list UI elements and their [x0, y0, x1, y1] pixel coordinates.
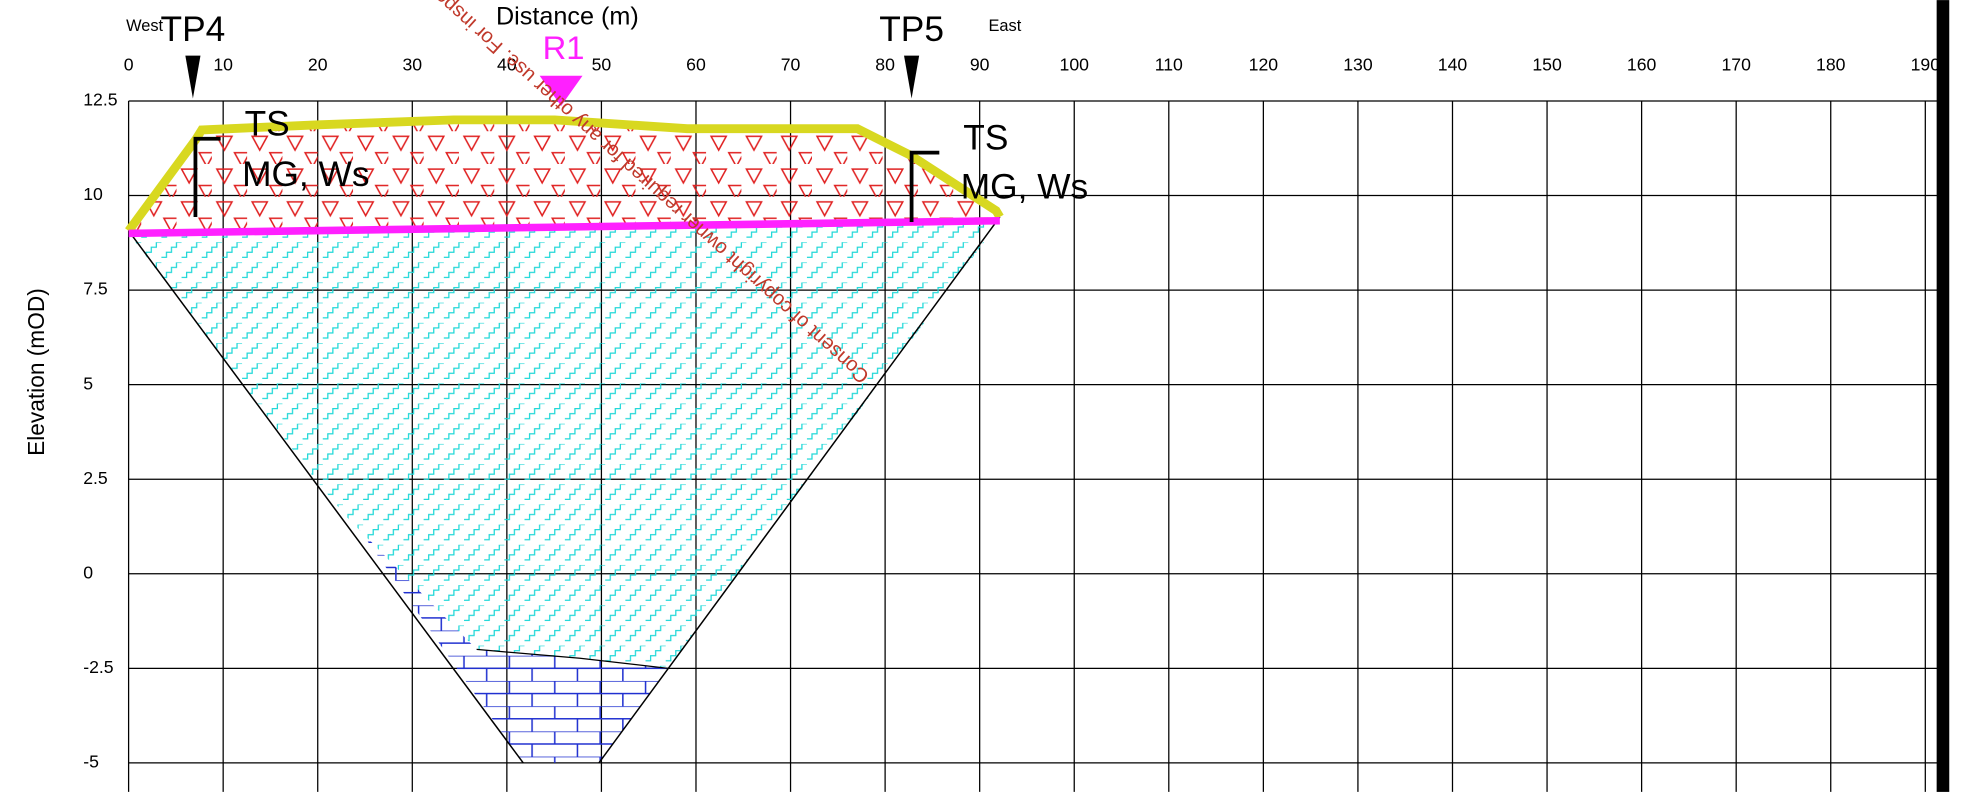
layer-label: TS — [245, 105, 290, 144]
cross-section: 0102030405060708090100110120130140150160… — [0, 0, 1977, 792]
frame-edge — [1937, 0, 1950, 792]
y-tick-label: -5 — [83, 752, 99, 772]
y-tick-label: 10 — [83, 184, 103, 204]
borehole-label: TP5 — [879, 10, 944, 49]
x-tick-label: 60 — [686, 54, 706, 74]
y-tick-label: 7.5 — [83, 279, 108, 299]
x-tick-label: 20 — [308, 54, 328, 74]
borehole-marker — [185, 56, 200, 99]
x-tick-label: 70 — [781, 54, 801, 74]
y-tick-label: 12.5 — [83, 90, 118, 110]
direction-label: West — [126, 17, 163, 35]
y-axis-title: Elevation (mOD) — [23, 288, 49, 456]
y-tick-label: 0 — [83, 562, 93, 582]
x-tick-label: 170 — [1721, 54, 1751, 74]
layer-label: MG, Ws — [242, 155, 369, 194]
x-tick-label: 190 — [1911, 54, 1941, 74]
direction-label: East — [989, 17, 1022, 35]
y-tick-label: 5 — [83, 373, 93, 393]
x-tick-label: 0 — [124, 54, 134, 74]
x-tick-label: 90 — [970, 54, 990, 74]
clay-layer — [129, 221, 1000, 669]
x-tick-label: 110 — [1155, 54, 1183, 74]
y-tick-label: 2.5 — [83, 468, 108, 488]
x-tick-label: 10 — [213, 54, 233, 74]
x-tick-label: 30 — [402, 54, 422, 74]
y-tick-label: -2.5 — [83, 657, 114, 677]
x-tick-label: 50 — [592, 54, 612, 74]
borehole-marker — [904, 56, 919, 99]
x-tick-label: 180 — [1816, 54, 1846, 74]
borehole-label: TP4 — [161, 10, 226, 49]
x-tick-label: 160 — [1627, 54, 1657, 74]
x-tick-label: 80 — [875, 54, 895, 74]
layer-label: TS — [963, 118, 1008, 157]
x-tick-label: 100 — [1060, 54, 1090, 74]
layer-label: MG, Ws — [961, 168, 1088, 207]
x-tick-label: 140 — [1438, 54, 1468, 74]
x-tick-label: 150 — [1532, 54, 1562, 74]
rig-label: R1 — [543, 29, 585, 66]
x-tick-label: 120 — [1249, 54, 1279, 74]
axis-title: Distance (m) — [496, 2, 639, 30]
x-tick-label: 130 — [1343, 54, 1373, 74]
